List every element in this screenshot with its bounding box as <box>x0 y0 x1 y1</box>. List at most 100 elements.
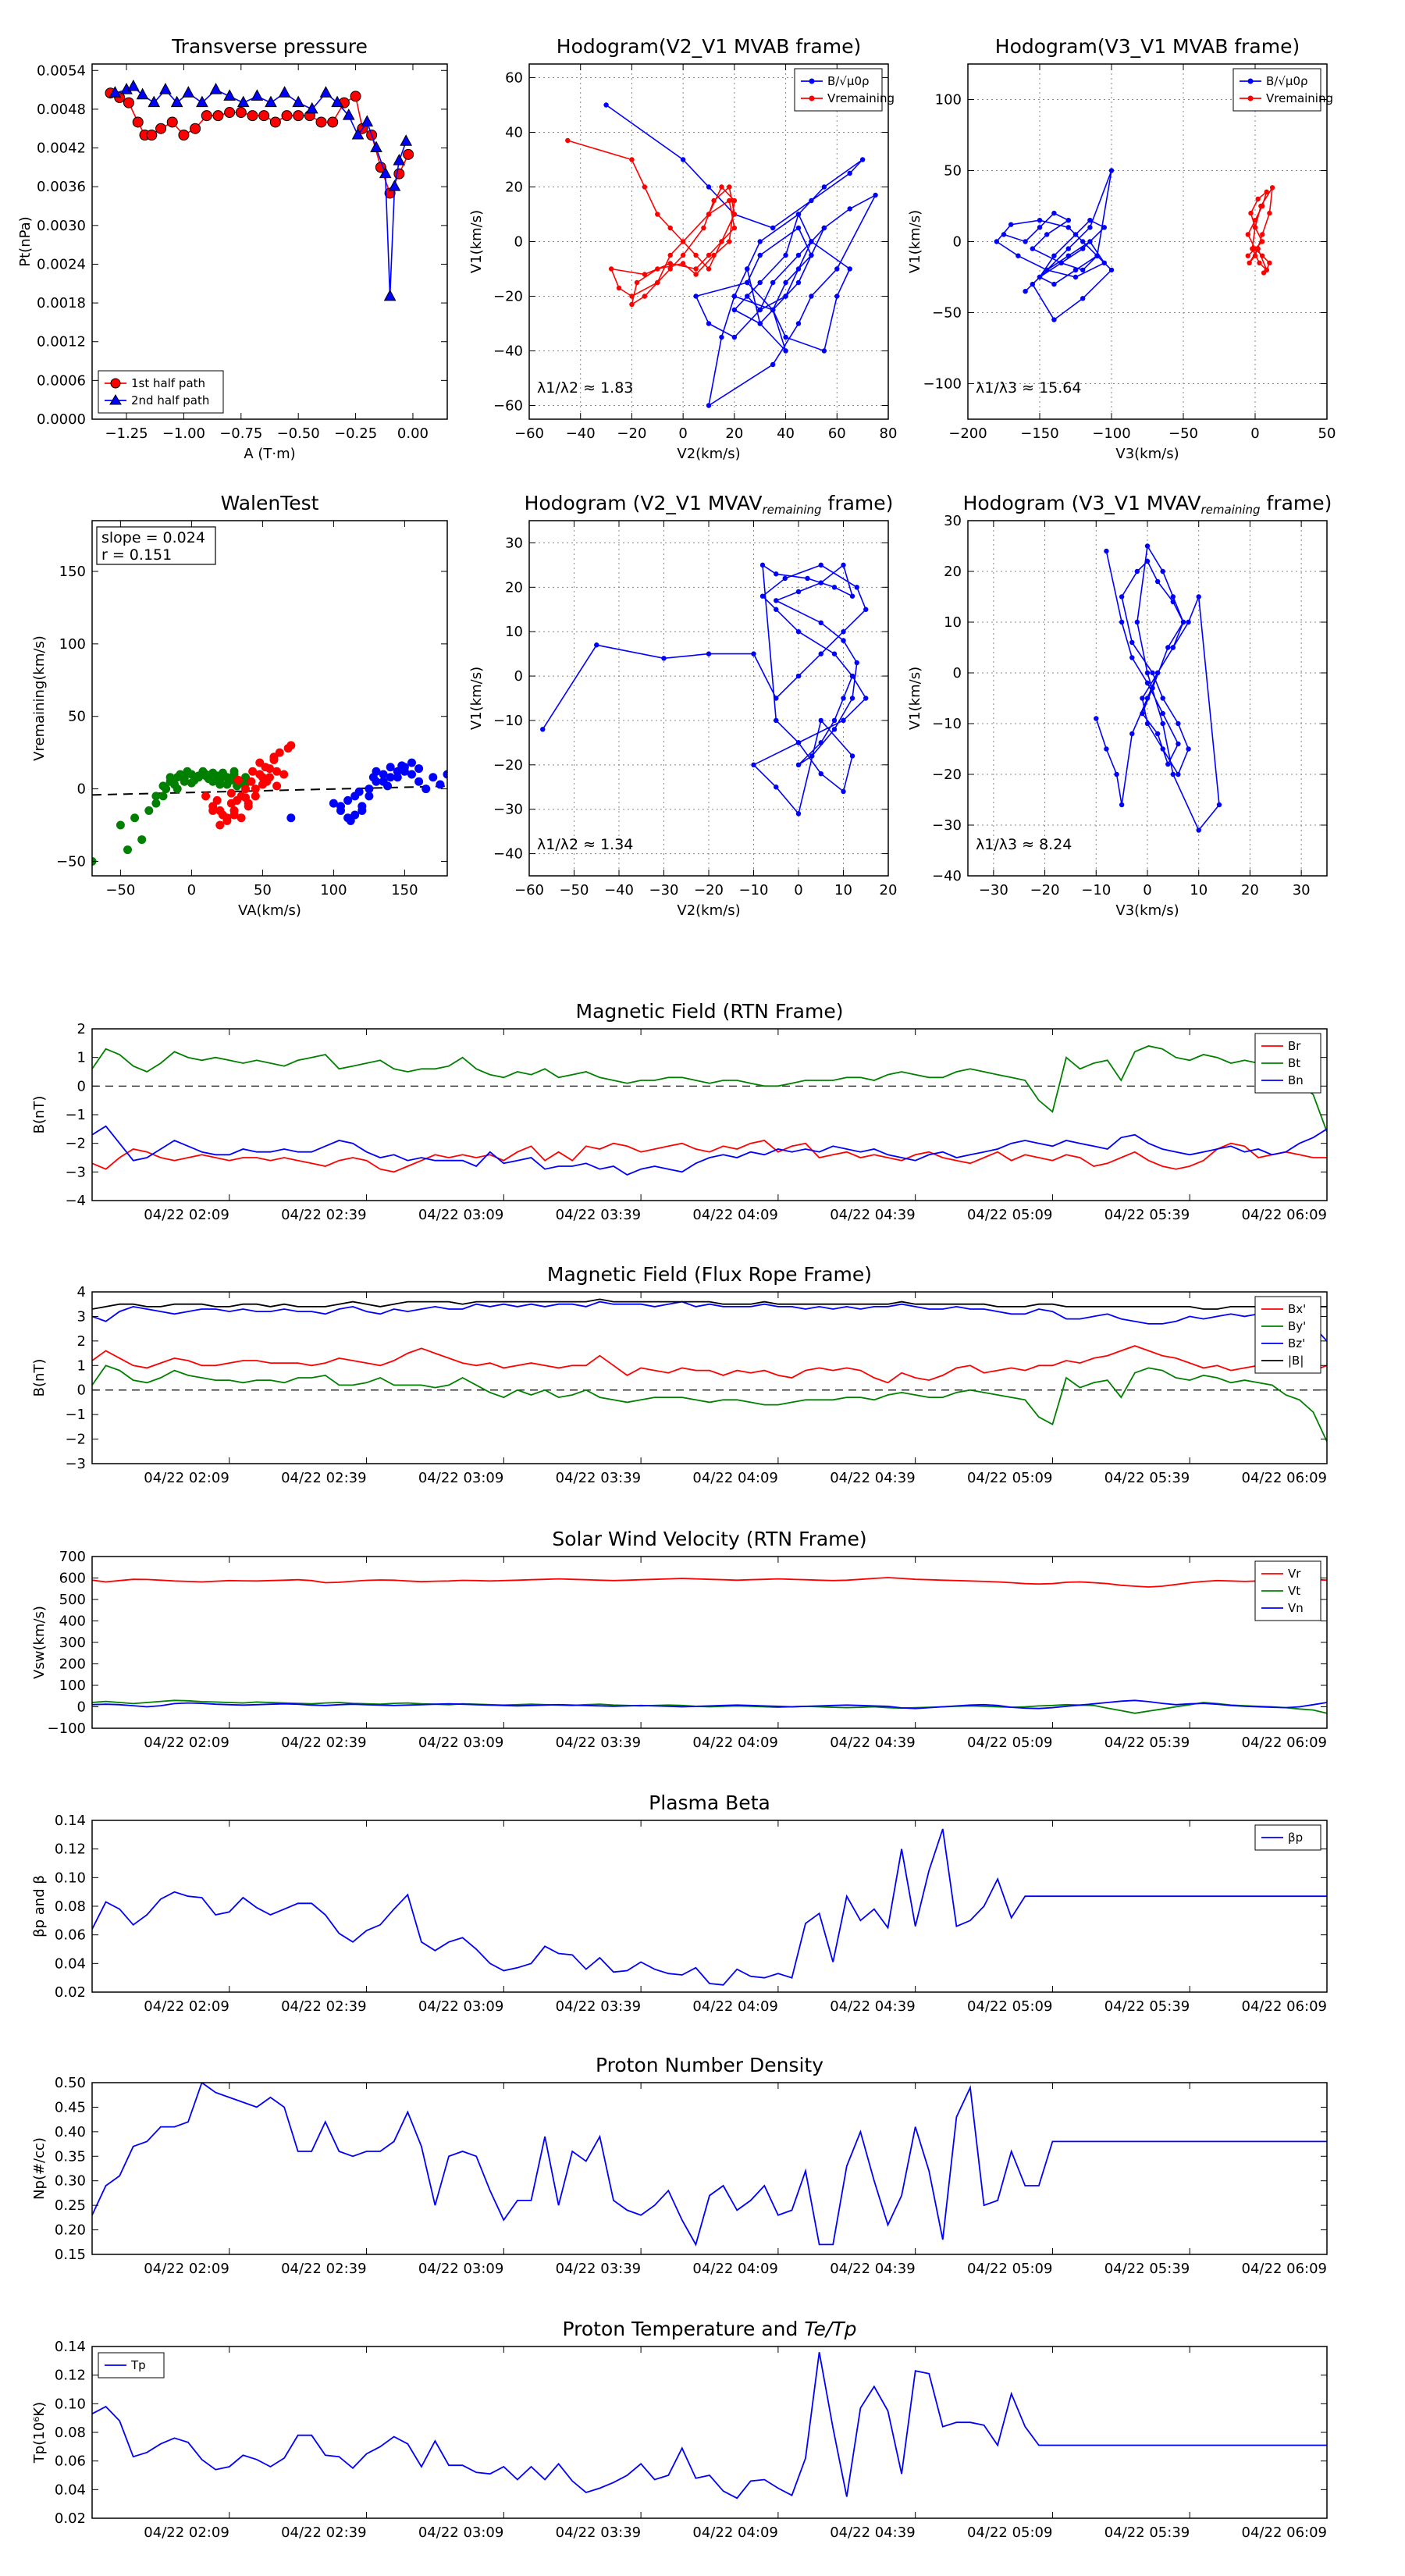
series-line <box>92 1828 1327 1986</box>
data-point <box>1160 746 1165 752</box>
data-point <box>1144 680 1151 686</box>
data-point <box>831 727 838 732</box>
data-point <box>719 334 724 340</box>
data-point <box>222 780 232 789</box>
x-tick-label: 80 <box>880 425 898 442</box>
y-tick-label: 1 <box>77 1050 86 1066</box>
x-tick-label: 04/22 02:39 <box>281 2261 366 2277</box>
data-point <box>667 225 673 231</box>
chart-title: Solar Wind Velocity (RTN Frame) <box>552 1528 866 1550</box>
y-tick-label: −10 <box>493 713 523 729</box>
x-tick-label: 04/22 02:09 <box>144 1998 229 2015</box>
chart-ts1: Magnetic Field (RTN Frame) 04/22 02:09 04/… <box>31 1000 1328 1223</box>
y-tick-label: 30 <box>505 535 523 551</box>
data-point <box>1165 761 1171 767</box>
y-tick-label: −3 <box>65 1456 86 1472</box>
data-point <box>127 79 140 91</box>
y-tick-label: 0 <box>514 668 523 685</box>
y-tick-label: 0.12 <box>55 1841 86 1858</box>
x-tick-label: 100 <box>320 882 347 898</box>
x-tick-label: 40 <box>777 425 795 442</box>
data-point <box>1087 218 1093 223</box>
data-point <box>706 403 712 408</box>
data-point <box>711 252 717 258</box>
chart-title: Plasma Beta <box>649 1791 770 1814</box>
data-point <box>770 307 776 313</box>
x-tick-label: −10 <box>739 882 769 898</box>
data-point <box>178 130 190 141</box>
data-point <box>286 813 296 823</box>
data-point <box>745 279 750 286</box>
y-tick-label: 0.02 <box>55 2510 86 2527</box>
x-tick-label: 04/22 04:09 <box>692 1207 777 1223</box>
data-point <box>821 348 827 354</box>
x-tick-label: 04/22 02:39 <box>281 1998 366 2015</box>
legend-label: Vn <box>1288 1601 1304 1615</box>
y-tick-label: 2 <box>77 1021 86 1037</box>
y-tick-label: 10 <box>505 624 523 640</box>
data-point <box>1087 239 1093 244</box>
data-point <box>774 717 779 724</box>
series-bn <box>92 1125 1327 1176</box>
data-point <box>795 279 802 286</box>
data-point <box>293 110 304 122</box>
data-point <box>331 95 343 108</box>
y-tick-label: 0.45 <box>55 2099 86 2115</box>
y-tick-label: −20 <box>493 757 523 774</box>
data-point <box>393 773 402 782</box>
plot-area <box>92 1298 1327 1443</box>
axes-frame <box>91 520 448 877</box>
y-tick-label: 500 <box>59 1592 86 1608</box>
data-point <box>272 781 282 791</box>
x-tick-label: −200 <box>948 425 987 442</box>
y-tick-label: 0 <box>77 1382 86 1399</box>
data-point <box>847 170 852 176</box>
data-point <box>849 673 855 679</box>
data-point <box>859 157 866 162</box>
data-point <box>847 206 852 212</box>
data-point <box>751 762 756 768</box>
y-tick-label: 20 <box>505 180 523 196</box>
data-point <box>1252 218 1258 223</box>
data-point <box>795 628 802 635</box>
data-point <box>1264 189 1269 194</box>
data-point <box>108 86 122 98</box>
chart-wt: WalenTest −50 0 50 100 150 −50 0 50 100 150 VA(km/s… <box>31 492 448 919</box>
data-point <box>849 696 855 701</box>
data-point <box>393 168 405 180</box>
x-tick-label: −0.75 <box>219 425 262 442</box>
data-point <box>783 279 788 286</box>
data-point <box>1094 253 1100 258</box>
data-point <box>809 197 814 204</box>
data-point <box>841 696 846 701</box>
y-tick-label: 20 <box>944 564 962 580</box>
data-point <box>1160 568 1165 575</box>
data-point <box>565 137 571 144</box>
data-point <box>144 806 154 815</box>
data-point <box>1267 210 1272 216</box>
data-point <box>1104 548 1109 554</box>
y-axis-label: Tp(10⁶K) <box>31 2402 48 2464</box>
series-p <box>92 1828 1327 1986</box>
data-point <box>1257 260 1262 265</box>
data-point <box>1255 246 1261 251</box>
chart-h2: Hodogram(V3_V1 MVAB frame) −200 −150 −100 −5… <box>907 35 1336 462</box>
x-tick-label: 04/22 05:09 <box>967 1470 1052 1486</box>
series-line <box>92 1298 1327 1310</box>
axes-frame <box>91 1028 1328 1201</box>
data-point <box>361 115 374 126</box>
title-subscript: remaining <box>763 503 822 517</box>
data-point <box>158 792 168 801</box>
data-point <box>1080 246 1086 251</box>
data-point <box>1260 232 1265 237</box>
data-point <box>379 166 392 179</box>
plot-area <box>1094 543 1222 833</box>
x-tick-label: 04/22 05:39 <box>1104 2261 1190 2277</box>
series-line <box>92 1699 1327 1714</box>
data-point <box>1037 225 1043 230</box>
data-point <box>757 321 763 326</box>
x-tick-label: 04/22 03:39 <box>556 1735 641 1751</box>
y-axis-label: V1(km/s) <box>468 210 485 273</box>
y-axis-label: V1(km/s) <box>907 667 923 730</box>
plot-area <box>92 2352 1327 2500</box>
